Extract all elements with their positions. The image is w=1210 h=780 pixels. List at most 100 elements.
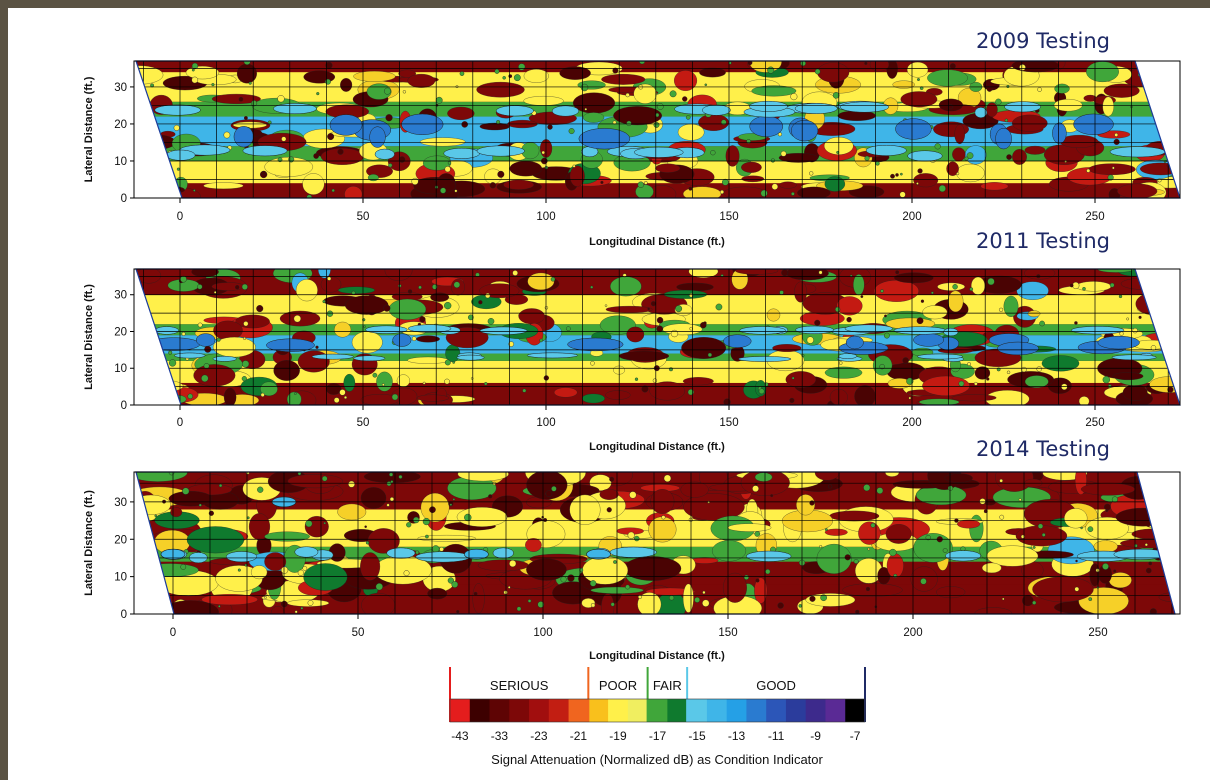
contour-blob [1024, 375, 1049, 388]
contour-blob [582, 112, 605, 123]
contour-blob [1016, 281, 1049, 301]
contour-spot [241, 283, 248, 290]
contour-spot [634, 377, 639, 381]
contour-blob [913, 533, 953, 563]
contour-blob [944, 473, 973, 483]
y-axis-label: Lateral Distance (ft.) [83, 284, 95, 390]
contour-spot [488, 494, 493, 499]
contour-spot [694, 597, 701, 603]
contour-spot [584, 107, 588, 111]
contour-spot [702, 590, 706, 595]
contour-spot [522, 388, 527, 393]
contour-spot [1032, 600, 1037, 605]
contour-blob [741, 175, 765, 183]
contour-blob [1011, 114, 1048, 132]
contour-spot [300, 606, 304, 610]
y-tick-label: 0 [121, 400, 127, 412]
contour-good-patch [551, 105, 580, 117]
contour-spot [895, 173, 899, 177]
contour-blob [572, 92, 616, 114]
contour-spot [364, 525, 367, 528]
contour-spot [1161, 110, 1166, 115]
heatmap-panel-1: 2009 Testing 0 50 100 150 200 250 0 10 20 30 Longit… [83, 29, 1181, 248]
contour-blob [360, 552, 381, 581]
contour-spot [545, 490, 553, 498]
contour-blob [1103, 83, 1140, 98]
y-tick-label: 20 [114, 326, 127, 338]
contour-spot [1108, 384, 1112, 389]
contour-spot [327, 276, 332, 281]
contour-spot [641, 385, 649, 393]
contour-spot [516, 606, 522, 612]
contour-spot [634, 535, 640, 542]
contour-blob [589, 474, 612, 491]
contour-spot [755, 578, 760, 583]
contour-good-patch [746, 550, 792, 562]
contour-spot [964, 156, 969, 161]
contour-good-patch [233, 126, 254, 148]
contour-spot [507, 586, 511, 589]
contour-good-patch [443, 147, 480, 159]
contour-blob [344, 186, 363, 198]
y-tick-label: 20 [114, 119, 127, 131]
contour-blob [407, 356, 449, 364]
legend-swatch [706, 699, 728, 722]
contour-spot [934, 143, 941, 150]
legend-title: Signal Attenuation (Normalized dB) as Co… [491, 752, 823, 767]
contour-spot [838, 361, 843, 365]
contour-blob [398, 69, 417, 78]
contour-spot [999, 514, 1005, 520]
contour-good-patch [311, 353, 354, 360]
contour-spot [986, 86, 993, 92]
legend-tick-label: -21 [570, 729, 588, 743]
contour-blob [343, 373, 356, 392]
contour-spot [260, 392, 265, 397]
contour-spot [1126, 317, 1130, 321]
contour-spot [721, 178, 729, 186]
contour-spot [758, 388, 765, 395]
contour-good-patch [386, 547, 416, 559]
contour-blob [1152, 83, 1173, 100]
contour-spot [444, 378, 450, 385]
y-tick-label: 10 [114, 572, 127, 584]
x-tick-label: 100 [533, 627, 552, 639]
contour-spot [389, 472, 394, 477]
contour-spot [702, 599, 710, 607]
contour-spot [413, 516, 420, 524]
contour-spot [297, 472, 302, 476]
contour-blob [817, 62, 850, 83]
contour-spot [1074, 321, 1078, 325]
contour-spot [280, 566, 289, 574]
contour-spot [386, 503, 390, 507]
contour-spot [402, 90, 407, 94]
contour-spot [203, 363, 210, 369]
contour-good-patch [893, 326, 947, 335]
contour-blob [295, 279, 318, 302]
contour-spot [876, 487, 884, 494]
contour-blob [526, 558, 567, 581]
contour-spot [494, 68, 500, 74]
contour-spot [513, 74, 521, 82]
contour-spot [168, 350, 173, 355]
contour-spot [198, 503, 202, 507]
contour-good-patch [266, 338, 315, 352]
contour-spot [1113, 569, 1117, 573]
contour-good-patch [415, 551, 471, 563]
contour-blob [946, 161, 959, 177]
x-tick-label: 250 [1085, 211, 1104, 223]
contour-spot [610, 602, 615, 607]
panel-title: 2014 Testing [976, 437, 1110, 461]
contour-blob [416, 394, 449, 402]
legend-tick-label: -43 [451, 729, 469, 743]
legend-swatch [608, 699, 629, 722]
contour-spot [579, 568, 584, 573]
contour-spot [1111, 496, 1118, 503]
contour-blob [136, 565, 160, 587]
contour-spot [900, 172, 903, 176]
contour-spot [363, 325, 366, 328]
contour-spot [675, 305, 683, 313]
contour-spot [1080, 526, 1083, 530]
y-tick-label: 0 [121, 609, 127, 621]
contour-spot [502, 76, 506, 80]
contour-spot [142, 515, 147, 520]
